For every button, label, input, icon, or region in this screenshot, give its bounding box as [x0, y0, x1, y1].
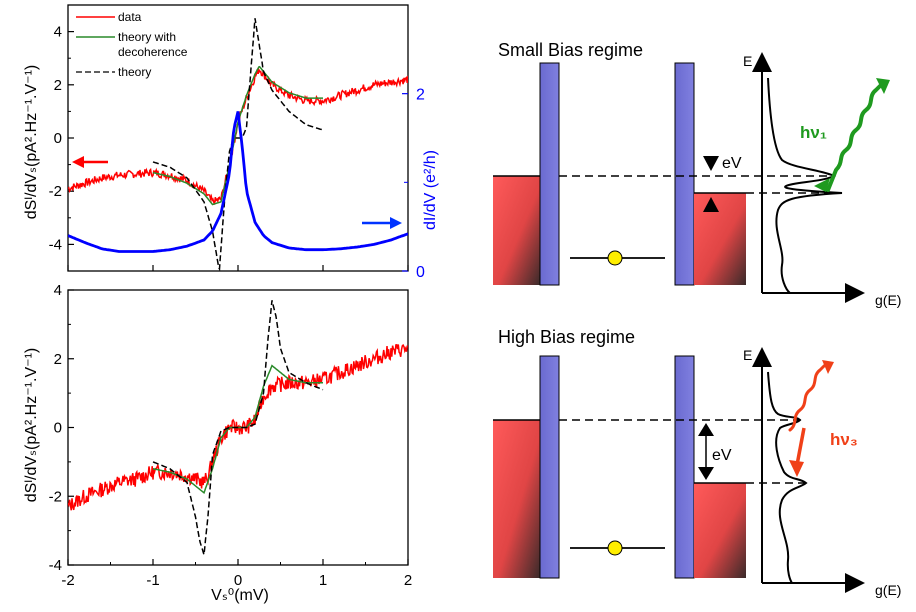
plot-top: 4 2 0 -2 -4 2 0 data theory with decoherence t… — [23, 4, 439, 281]
transition-arrow-bottom — [795, 427, 806, 466]
left-lead-bottom — [493, 420, 540, 578]
plot-top-ylabel-right: dI/dV (e²/h) — [422, 150, 439, 230]
transition-arrowhead-bottom — [789, 460, 804, 477]
plot-bottom-series — [68, 300, 408, 555]
left-barrier — [539, 62, 560, 286]
legend-label-decoherence: theory with decoherence — [118, 30, 188, 59]
series-top-data — [68, 67, 408, 205]
tick-label-top-left: 4 — [54, 24, 62, 41]
right-lead-bottom — [694, 483, 746, 578]
energy-label-bottom: E — [743, 347, 752, 363]
right-axis-arrow — [362, 217, 402, 229]
photon-label-top: hν₁ — [800, 123, 827, 142]
svg-text:dI/dV (e²/h): dI/dV (e²/h) — [422, 150, 439, 230]
diagram-top-title: Small Bias regime — [498, 40, 643, 60]
series-top-theory-with-decoherence — [152, 65, 323, 206]
series-top-di-dv — [68, 111, 408, 253]
plot-bottom: 420-2-4-2 -1 0 1 2 dSᴵ/dVₛ(pA².Hz⁻¹.V⁻¹) Vₛ⁰… — [23, 282, 412, 604]
bias-label-top: eV — [722, 155, 742, 172]
right-lead — [694, 193, 746, 285]
bias-label-bottom: eV — [712, 447, 732, 464]
tick-label-top-right: 0 — [416, 264, 425, 281]
energy-label-top: E — [743, 53, 752, 69]
right-barrier-bottom — [674, 355, 695, 579]
dos-curve-bottom — [767, 371, 808, 584]
svg-text:dSᴵ/dVₛ(pA².Hz⁻¹.V⁻¹): dSᴵ/dVₛ(pA².Hz⁻¹.V⁻¹) — [23, 348, 40, 502]
plot-top-legend: data theory with decoherence theory — [76, 10, 188, 79]
dos-axis-top-arrow — [845, 283, 865, 303]
photon-wave-bottom — [788, 364, 826, 432]
tick-label-bottom-x: 2 — [404, 572, 412, 589]
svg-text:dSᴵ/dVₛ(pA².Hz⁻¹.V⁻¹): dSᴵ/dVₛ(pA².Hz⁻¹.V⁻¹) — [23, 65, 40, 219]
tick-label-bottom-y: -4 — [49, 557, 62, 574]
energy-axis-bottom-arrow — [752, 347, 772, 367]
tick-label-top-left: 0 — [54, 130, 62, 147]
plot-bottom-xlabel: Vₛ⁰(mV) — [211, 587, 269, 604]
diagram-high-bias: High Bias regime eV E g(E) hν₃ — [493, 327, 901, 598]
legend-label-data: data — [118, 10, 142, 24]
left-lead — [493, 176, 540, 285]
tick-label-top-left: -4 — [49, 236, 62, 253]
tick-label-bottom-x: 0 — [234, 572, 242, 589]
tick-label-top-left: -2 — [49, 183, 62, 200]
photon-arrow-top — [814, 178, 830, 192]
tick-label-bottom-x: -2 — [61, 572, 74, 589]
bias-arrow-bottom — [698, 423, 714, 480]
legend-label-theory: theory — [118, 65, 151, 79]
tick-label-bottom-y: 4 — [54, 282, 62, 299]
energy-axis-top-arrow — [752, 52, 772, 72]
series-bottom-theory — [152, 300, 324, 555]
left-axis-arrow — [72, 156, 108, 168]
tick-label-bottom-y: 2 — [54, 351, 62, 368]
photon-label-bottom: hν₃ — [830, 430, 858, 449]
diagram-bottom-title: High Bias regime — [498, 327, 635, 347]
plot-bottom-ylabel: dSᴵ/dVₛ(pA².Hz⁻¹.V⁻¹) — [23, 348, 40, 502]
plot-top-ylabel: dSᴵ/dVₛ(pA².Hz⁻¹.V⁻¹) — [23, 65, 40, 219]
quantum-dot-bottom — [607, 540, 623, 556]
plot-bottom-ticks: 420-2-4-2 -1 0 1 2 — [49, 282, 413, 589]
dos-label-top: g(E) — [875, 292, 901, 308]
quantum-dot — [607, 250, 623, 266]
tick-label-top-left: 2 — [54, 77, 62, 94]
plot-top-ticks: 4 2 0 -2 -4 2 0 — [49, 24, 425, 281]
dos-curve-top — [767, 77, 843, 294]
dos-axis-bottom-arrow — [845, 573, 865, 593]
left-barrier-bottom — [539, 355, 560, 579]
diagram-small-bias: Small Bias regime eV E g(E) hν₁ — [493, 40, 901, 308]
series-top-theory — [152, 18, 324, 271]
right-barrier — [674, 62, 695, 286]
bias-arrows-top — [703, 156, 719, 212]
tick-label-bottom-x: -1 — [146, 572, 159, 589]
tick-label-top-right: 2 — [416, 87, 425, 104]
plot-top-series — [68, 18, 408, 271]
dos-label-bottom: g(E) — [875, 582, 901, 598]
photon-wave-top — [826, 84, 882, 192]
tick-label-bottom-y: 0 — [54, 420, 62, 437]
tick-label-bottom-x: 1 — [319, 572, 327, 589]
tick-label-bottom-y: -2 — [49, 488, 62, 505]
